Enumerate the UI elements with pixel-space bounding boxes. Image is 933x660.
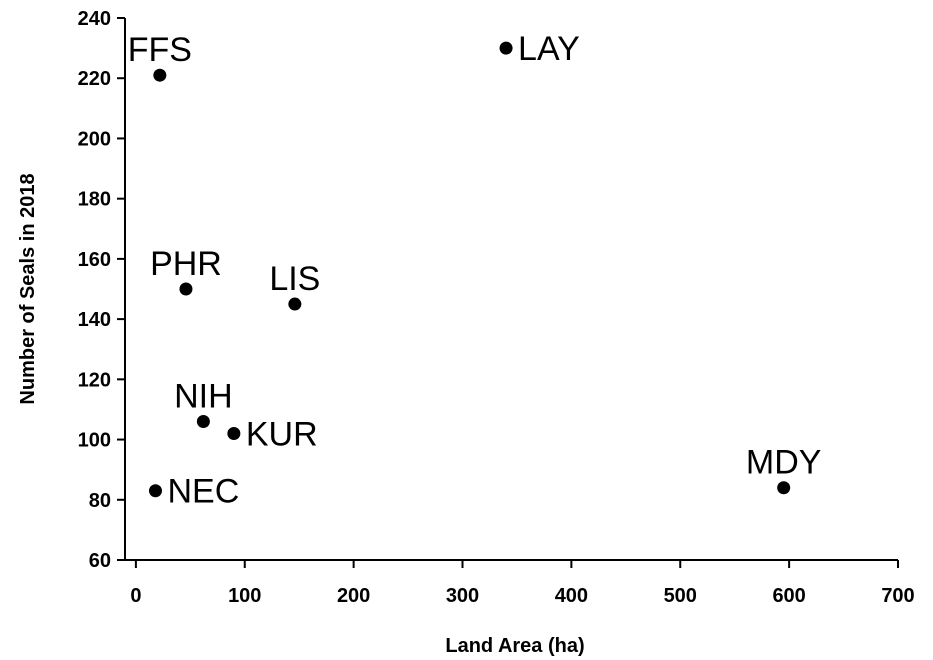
x-tick-label: 200 (337, 585, 370, 607)
data-point (499, 41, 513, 55)
y-tick-label: 100 (78, 430, 111, 452)
data-point-label: LAY (518, 30, 580, 68)
y-tick-label: 120 (78, 369, 111, 391)
y-tick-label: 160 (78, 249, 111, 271)
x-axis-title: Land Area (ha) (445, 635, 584, 657)
x-tick-label: 500 (664, 585, 697, 607)
data-point (153, 68, 167, 82)
data-point (148, 484, 162, 498)
y-tick-label: 180 (78, 189, 111, 211)
x-tick-label: 400 (555, 585, 588, 607)
x-tick-label: 300 (446, 585, 479, 607)
axes (124, 18, 898, 561)
data-point-label: PHR (150, 245, 222, 283)
y-tick-label: 80 (89, 490, 111, 512)
data-point-label: MDY (746, 444, 822, 482)
y-axis-title: Number of Seals in 2018 (17, 173, 39, 404)
data-point (288, 297, 302, 311)
data-point-label: LIS (269, 260, 320, 298)
x-tick-label: 600 (772, 585, 805, 607)
x-tick-label: 100 (228, 585, 261, 607)
data-point (196, 414, 210, 428)
y-tick-label: 220 (78, 68, 111, 90)
data-point-label: NEC (167, 473, 239, 511)
y-tick-label: 200 (78, 128, 111, 150)
data-point-label: NIH (174, 377, 233, 415)
x-ticks: 0 100 200 300 400 500 600 700 (130, 560, 915, 607)
x-tick-label: 700 (881, 585, 914, 607)
y-tick-label: 240 (78, 8, 111, 30)
data-point-label: KUR (246, 416, 318, 454)
data-point (227, 427, 241, 441)
y-ticks: 60 80 100 120 140 160 180 200 220 240 (78, 8, 125, 572)
data-point (179, 282, 193, 296)
x-tick-label: 0 (130, 585, 141, 607)
data-point-label: FFS (128, 31, 192, 69)
y-tick-label: 140 (78, 309, 111, 331)
y-tick-label: 60 (89, 550, 111, 572)
data-point (777, 481, 791, 495)
